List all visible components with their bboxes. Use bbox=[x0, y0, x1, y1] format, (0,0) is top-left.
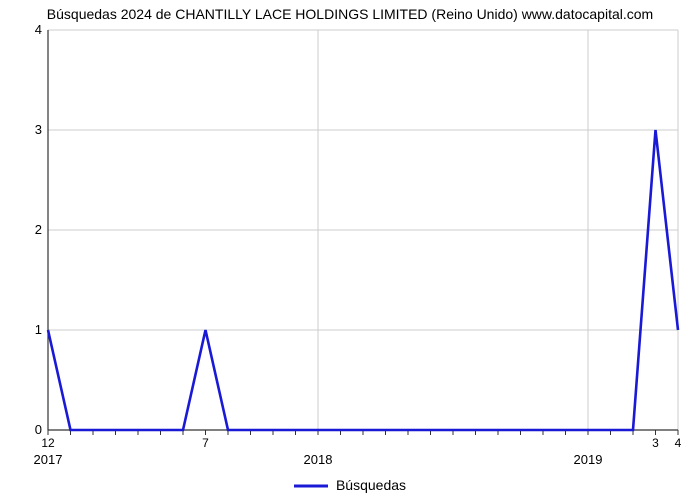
chart-container: Búsquedas 2024 de CHANTILLY LACE HOLDING… bbox=[0, 0, 700, 500]
y-tick-label: 4 bbox=[12, 22, 42, 37]
x-year-label: 2018 bbox=[304, 452, 333, 467]
x-year-label: 2017 bbox=[34, 452, 63, 467]
x-year-label: 2019 bbox=[574, 452, 603, 467]
x-minor-label: 4 bbox=[675, 436, 682, 450]
x-minor-label: 12 bbox=[41, 436, 54, 450]
y-tick-label: 3 bbox=[12, 122, 42, 137]
x-minor-label: 3 bbox=[652, 436, 659, 450]
y-tick-label: 1 bbox=[12, 322, 42, 337]
plot-area bbox=[48, 30, 678, 430]
y-tick-label: 2 bbox=[12, 222, 42, 237]
legend-swatch bbox=[294, 478, 328, 494]
legend: Búsquedas bbox=[0, 477, 700, 494]
chart-svg bbox=[48, 30, 678, 430]
x-minor-label: 7 bbox=[202, 436, 209, 450]
chart-title: Búsquedas 2024 de CHANTILLY LACE HOLDING… bbox=[0, 6, 700, 22]
y-tick-label: 0 bbox=[12, 422, 42, 437]
legend-label: Búsquedas bbox=[336, 477, 406, 493]
